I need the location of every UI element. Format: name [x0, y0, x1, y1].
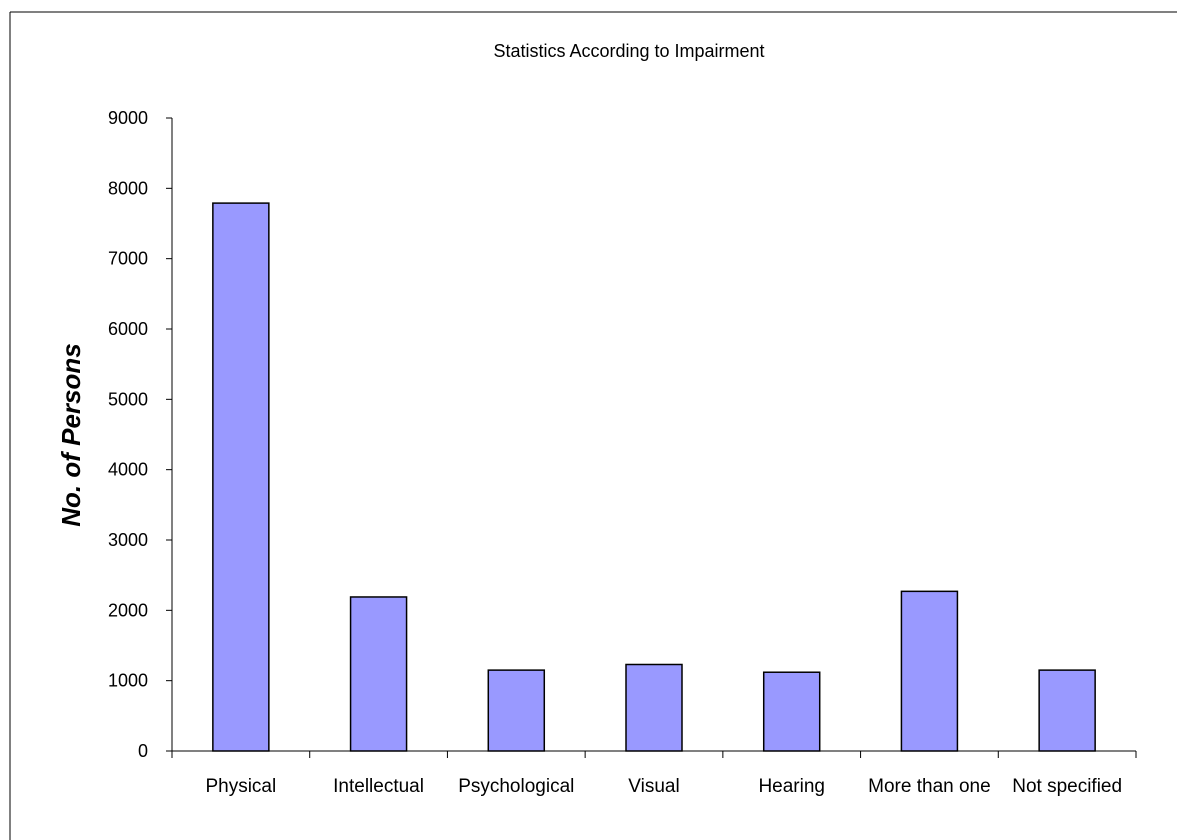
y-axis-label: No. of Persons	[56, 343, 86, 526]
y-tick-label: 2000	[108, 600, 148, 620]
x-tick-label: More than one	[868, 776, 991, 797]
y-tick-label: 9000	[108, 108, 148, 128]
x-tick-labels: Physical Intellectual Psychological Visual H…	[205, 776, 1122, 797]
bar-psychological	[487, 669, 546, 752]
bar-not-specified	[1038, 669, 1096, 752]
x-tick-label: Visual	[628, 776, 679, 797]
y-tick-label: 7000	[108, 249, 148, 269]
bars-group	[212, 202, 1096, 752]
bar-intellectual	[349, 596, 408, 752]
y-tick-label: 8000	[108, 178, 148, 198]
bar-physical	[212, 202, 270, 752]
y-axis: 0 1000 2000 3000 4000 5000 6000 7000 8000 9000	[108, 108, 173, 761]
chart-title: Statistics According to Impairment	[493, 41, 764, 61]
y-tick-label: 4000	[108, 460, 148, 480]
x-tick-label: Psychological	[458, 776, 574, 797]
bar-visual	[625, 663, 683, 752]
y-tick-label: 6000	[108, 319, 148, 339]
y-tick-label: 1000	[108, 671, 148, 691]
x-tick-label: Intellectual	[333, 776, 424, 797]
bar-more-than-one	[900, 590, 959, 752]
x-tick-label: Hearing	[758, 776, 825, 797]
y-tick-label: 3000	[108, 530, 148, 550]
bar-hearing	[762, 671, 821, 752]
y-tick-label: 5000	[108, 389, 148, 409]
x-tick-label: Not specified	[1012, 776, 1122, 797]
x-axis	[171, 750, 1137, 758]
y-tick-label: 0	[138, 741, 148, 761]
x-tick-label: Physical	[205, 776, 276, 797]
